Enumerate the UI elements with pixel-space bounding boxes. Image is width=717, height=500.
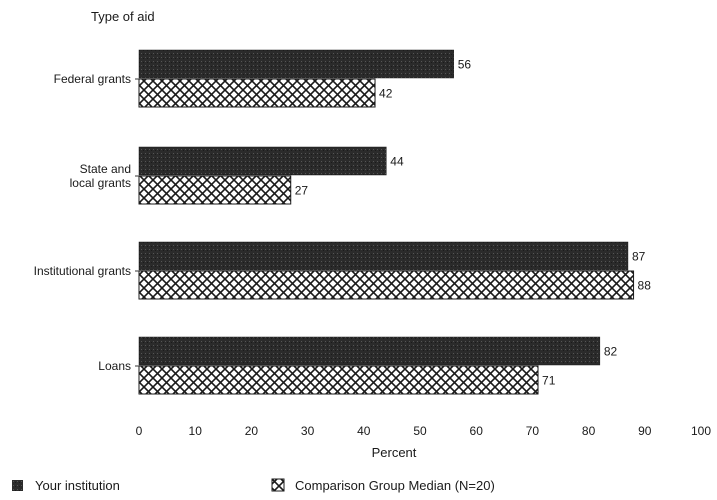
- data-label: 71: [542, 374, 556, 388]
- bar-comparison-median: [138, 270, 635, 300]
- category-label: local grants: [70, 176, 131, 190]
- x-axis-ticks: 0 10 20 30 40 50 60 70 80 90 100: [136, 424, 712, 438]
- chart-title: Type of aid: [91, 9, 155, 24]
- data-label: 27: [295, 184, 309, 198]
- category-label: Institutional grants: [34, 264, 131, 278]
- x-tick-label: 40: [357, 424, 371, 438]
- category-label: State and: [80, 162, 131, 176]
- data-label: 44: [390, 155, 404, 169]
- legend-swatch-comparison-median: [271, 478, 285, 492]
- x-tick-label: 100: [691, 424, 711, 438]
- legend: Your institution Comparison Group Median…: [12, 478, 495, 493]
- data-label: 42: [379, 87, 393, 101]
- bar-your-institution: [138, 241, 629, 271]
- bar-your-institution: [138, 336, 601, 366]
- x-tick-label: 0: [136, 424, 143, 438]
- legend-swatch-your-institution: [12, 480, 23, 491]
- data-label: 82: [604, 345, 618, 359]
- bar-comparison-median: [138, 175, 292, 205]
- x-tick-label: 20: [245, 424, 259, 438]
- category-label: Loans: [98, 359, 131, 373]
- data-label: 56: [458, 58, 472, 72]
- bars-layer: 56 42 44 27 87 88 82 71: [138, 49, 652, 395]
- bar-comparison-median: [138, 78, 376, 108]
- x-tick-label: 50: [413, 424, 427, 438]
- bar-your-institution: [138, 146, 387, 176]
- legend-label-comparison-median: Comparison Group Median (N=20): [295, 478, 495, 493]
- x-tick-label: 60: [470, 424, 484, 438]
- x-axis-label: Percent: [372, 445, 417, 460]
- x-tick-label: 70: [526, 424, 540, 438]
- data-label: 87: [632, 250, 646, 264]
- x-tick-label: 90: [638, 424, 652, 438]
- legend-label-your-institution: Your institution: [35, 478, 120, 493]
- bar-comparison-median: [138, 365, 539, 395]
- x-tick-label: 30: [301, 424, 315, 438]
- category-label: Federal grants: [54, 72, 131, 86]
- data-label: 88: [638, 279, 652, 293]
- x-tick-label: 80: [582, 424, 596, 438]
- x-tick-label: 10: [189, 424, 203, 438]
- bar-your-institution: [138, 49, 454, 79]
